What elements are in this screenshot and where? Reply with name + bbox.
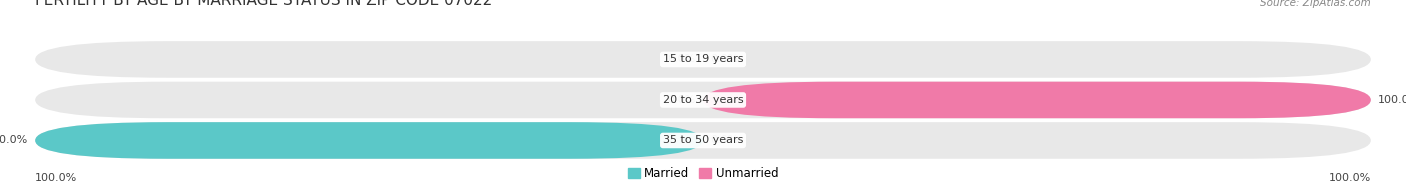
Text: 100.0%: 100.0% — [35, 173, 77, 183]
FancyBboxPatch shape — [35, 82, 1371, 118]
FancyBboxPatch shape — [703, 82, 1371, 118]
Text: 35 to 50 years: 35 to 50 years — [662, 135, 744, 145]
Text: 0.0%: 0.0% — [668, 95, 696, 105]
FancyBboxPatch shape — [35, 41, 1371, 78]
FancyBboxPatch shape — [35, 122, 703, 159]
Text: 20 to 34 years: 20 to 34 years — [662, 95, 744, 105]
Text: 100.0%: 100.0% — [1329, 173, 1371, 183]
Text: 0.0%: 0.0% — [710, 54, 738, 64]
Text: FERTILITY BY AGE BY MARRIAGE STATUS IN ZIP CODE 07022: FERTILITY BY AGE BY MARRIAGE STATUS IN Z… — [35, 0, 492, 8]
Text: Source: ZipAtlas.com: Source: ZipAtlas.com — [1260, 0, 1371, 8]
Text: 0.0%: 0.0% — [710, 135, 738, 145]
Text: 15 to 19 years: 15 to 19 years — [662, 54, 744, 64]
FancyBboxPatch shape — [35, 122, 1371, 159]
Text: 100.0%: 100.0% — [0, 135, 28, 145]
Legend: Married, Unmarried: Married, Unmarried — [628, 167, 778, 180]
Text: 0.0%: 0.0% — [668, 54, 696, 64]
Text: 100.0%: 100.0% — [1378, 95, 1406, 105]
